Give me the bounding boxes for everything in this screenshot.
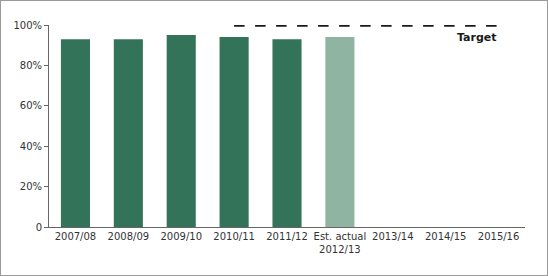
svg-text:20%: 20% (20, 181, 42, 192)
svg-text:2011/12: 2011/12 (266, 231, 308, 242)
svg-text:0: 0 (36, 222, 42, 233)
svg-text:2007/08: 2007/08 (55, 231, 97, 242)
svg-text:2014/15: 2014/15 (425, 231, 467, 242)
svg-text:2010/11: 2010/11 (213, 231, 255, 242)
svg-text:2013/14: 2013/14 (372, 231, 414, 242)
svg-text:80%: 80% (20, 60, 42, 71)
svg-text:100%: 100% (13, 20, 42, 31)
svg-text:Target: Target (457, 31, 497, 44)
svg-text:2009/10: 2009/10 (160, 231, 202, 242)
svg-text:2015/16: 2015/16 (478, 231, 520, 242)
svg-text:2008/09: 2008/09 (108, 231, 150, 242)
svg-text:40%: 40% (20, 141, 42, 152)
svg-text:Est. actual2012/13: Est. actual2012/13 (314, 231, 367, 255)
svg-text:60%: 60% (20, 100, 42, 111)
